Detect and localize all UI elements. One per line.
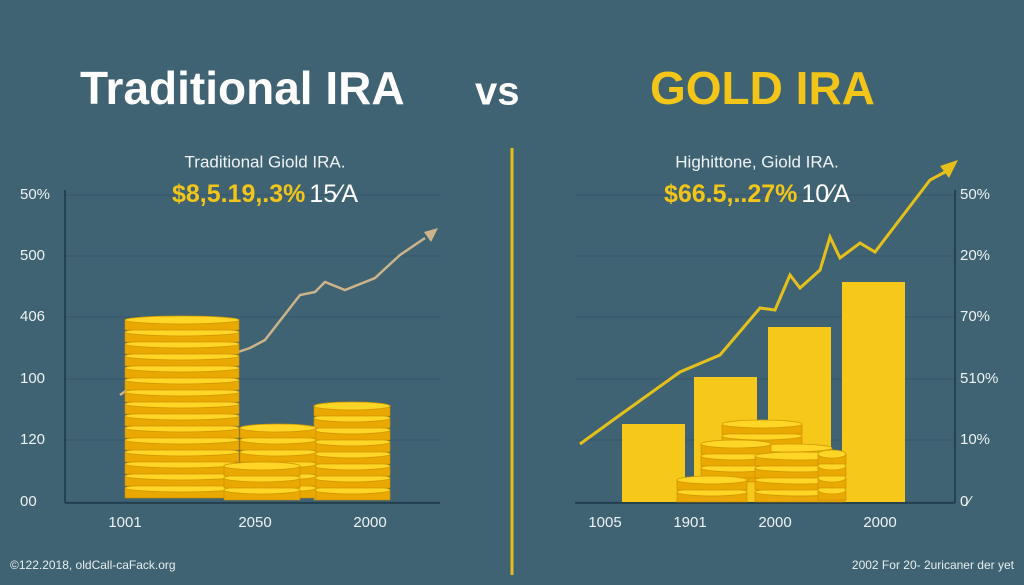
coin-top xyxy=(700,439,772,449)
footer-right: 2002 For 20- 2uricaner der yet xyxy=(852,558,1015,572)
chart-layer: Traditional Giold IRA. $8,5.19,.3% 15⁄A 50%… xyxy=(20,152,998,530)
coin-top xyxy=(124,315,240,325)
bar xyxy=(622,424,685,502)
figure-suffix: 10⁄A xyxy=(801,180,850,208)
axis-label: 20% xyxy=(960,247,990,264)
footer-left: ©122.2018, oldCall-caFack.org xyxy=(10,558,176,572)
arrow-head xyxy=(940,160,958,178)
x-label: 2000 xyxy=(353,514,386,531)
axis-label: 50% xyxy=(20,186,50,203)
title-vs: vs xyxy=(475,70,520,114)
arrow-head xyxy=(424,228,438,242)
x-label: 2000 xyxy=(863,514,896,531)
x-label: 1901 xyxy=(673,514,706,531)
panel-subtitle: Highittone, Giold IRA. xyxy=(675,152,838,171)
axis-label: 510% xyxy=(960,370,998,387)
figure-value: $8,5.19,.3% xyxy=(172,180,305,208)
x-label: 2050 xyxy=(238,514,271,531)
panel-subtitle: Traditional Giold IRA. xyxy=(185,152,346,171)
coin-top xyxy=(817,449,847,459)
x-label: 1001 xyxy=(108,514,141,531)
coin-top xyxy=(239,423,317,433)
figure-suffix: 15⁄A xyxy=(309,180,358,208)
title-right: GOLD IRA xyxy=(650,62,875,114)
axis-label: 00 xyxy=(20,493,37,510)
x-label: 2000 xyxy=(758,514,791,531)
coin-top xyxy=(223,461,301,471)
coin-top xyxy=(313,401,391,411)
x-label: 1005 xyxy=(588,514,621,531)
axis-label: 100 xyxy=(20,370,45,387)
panel-figure: $66.5,..27% 10⁄A xyxy=(664,180,850,208)
coin-top xyxy=(721,419,803,429)
bar xyxy=(842,282,905,502)
axis-label: 406 xyxy=(20,308,45,325)
axis-label: 70% xyxy=(960,308,990,325)
trend-line xyxy=(579,170,946,446)
figure-value: $66.5,..27% xyxy=(664,180,797,208)
panel-figure: $8,5.19,.3% 15⁄A xyxy=(172,180,358,208)
axis-label: 120 xyxy=(20,431,45,448)
axis-label: 500 xyxy=(20,247,45,264)
axis-label: 0⁄ xyxy=(960,493,973,510)
title-left: Traditional IRA xyxy=(80,62,405,114)
coin-top xyxy=(676,475,748,485)
axis-label: 50% xyxy=(960,186,990,203)
axis-label: 10% xyxy=(960,431,990,448)
